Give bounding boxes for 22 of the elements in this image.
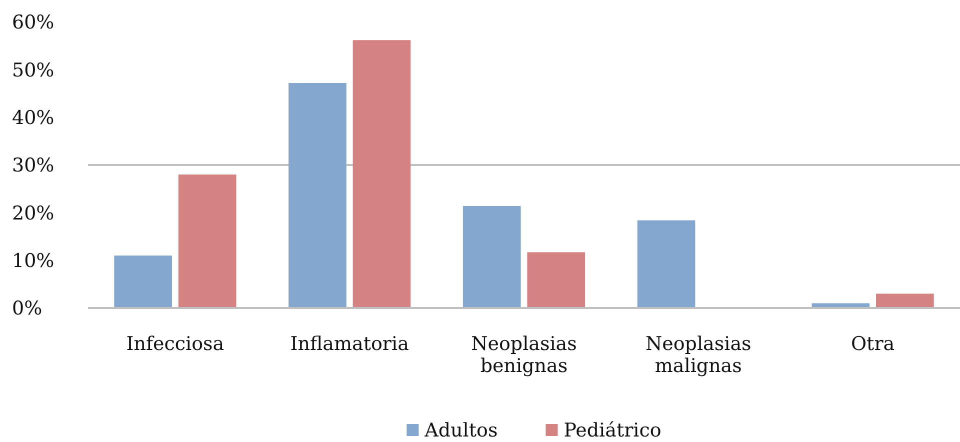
- bar: [527, 252, 586, 308]
- bar: [114, 256, 172, 308]
- legend-label: Adultos: [424, 420, 498, 442]
- bar: [637, 220, 696, 308]
- x-tick-label: Infecciosa: [126, 333, 224, 355]
- legend-label: Pediátrico: [564, 420, 662, 442]
- y-tick-label: 20%: [12, 202, 54, 224]
- x-tick-label: Neoplasias benignas: [471, 333, 577, 377]
- x-tick-label: Otra: [850, 333, 895, 355]
- y-tick-label: 50%: [12, 59, 54, 82]
- y-tick-label: 0%: [12, 298, 42, 320]
- y-tick-label: 10%: [12, 250, 54, 272]
- y-tick-label: 40%: [12, 106, 54, 129]
- bar: [288, 83, 346, 308]
- bar: [178, 174, 236, 308]
- x-tick-label: Neoplasias malignas: [646, 333, 752, 377]
- bar: [462, 206, 521, 308]
- bar: [876, 294, 934, 308]
- x-tick-label: Inflamatoria: [290, 333, 409, 355]
- y-tick-label: 60%: [12, 12, 54, 34]
- bar: [352, 40, 411, 308]
- y-tick-label: 30%: [12, 154, 54, 177]
